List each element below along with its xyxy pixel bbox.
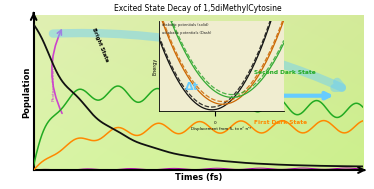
- Y-axis label: Population: Population: [22, 67, 31, 118]
- Text: Δt: Δt: [185, 82, 199, 92]
- Text: Bright State: Bright State: [91, 27, 110, 63]
- Title: Excited State Decay of 1,5diMethylCytosine: Excited State Decay of 1,5diMethylCytosi…: [114, 4, 282, 13]
- Text: Second Dark State: Second Dark State: [254, 70, 316, 75]
- Text: Photoexcitation: Photoexcitation: [52, 67, 56, 101]
- X-axis label: Times (fs): Times (fs): [175, 173, 222, 182]
- Text: First Dark State: First Dark State: [254, 120, 307, 125]
